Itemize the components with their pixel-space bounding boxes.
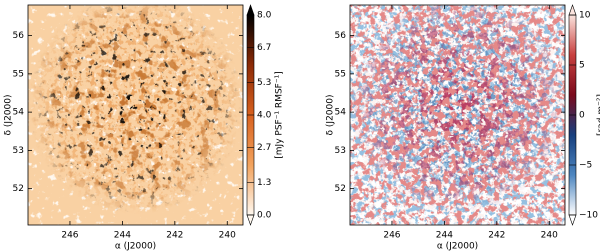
y-tick-label: 54 [335, 108, 347, 118]
colorbar-tick-label: 0.0 [257, 211, 272, 221]
x-tick-label: 246 [61, 231, 78, 241]
y-axis-label: δ (J2000) [326, 95, 336, 136]
y-tick-label: 53 [335, 146, 346, 156]
y-axis-label: δ (J2000) [4, 95, 14, 136]
colorbar-label: [mJy PSF⁻¹ RMSF⁻¹] [275, 71, 285, 158]
colorbar-tick-label: −10 [579, 211, 598, 221]
y-tick-label: 56 [13, 31, 25, 41]
image-map [350, 5, 565, 225]
image-layer [28, 5, 243, 225]
image-map [28, 5, 243, 225]
colorbar-tick-label: 5.3 [257, 78, 271, 88]
colorbar-label: [rad m⁻²] [597, 94, 600, 136]
y-tick-label: 52 [13, 184, 24, 194]
y-tick-label: 55 [13, 69, 24, 79]
colorbar-tick-label: 8.0 [257, 11, 272, 21]
image-layer [350, 5, 565, 225]
colorbar-tick-label: 4.0 [257, 111, 272, 121]
x-axis-label: α (J2000) [115, 242, 156, 252]
y-tick-label: 55 [335, 69, 346, 79]
x-tick-label: 246 [383, 231, 400, 241]
colorbar-tick-label: 5 [579, 61, 585, 71]
colorbar-top-arrow [246, 4, 255, 16]
colorbar-tick-label: 2.7 [257, 143, 271, 153]
colorbar-bottom-arrow [568, 214, 577, 226]
colorbar-tick-label: 6.7 [257, 43, 271, 53]
x-tick-label: 242 [488, 231, 505, 241]
y-tick-label: 53 [13, 146, 24, 156]
x-tick-label: 240 [541, 231, 558, 241]
colorbar-tick-label: 10 [579, 11, 591, 21]
x-tick-label: 244 [436, 231, 453, 241]
x-axis-label: α (J2000) [437, 242, 478, 252]
y-tick-label: 56 [335, 31, 347, 41]
plot-frame [349, 4, 566, 226]
x-tick-label: 244 [114, 231, 131, 241]
colorbar-tick-label: −5 [579, 161, 592, 171]
colorbar-top-arrow [568, 4, 577, 16]
x-tick-label: 242 [166, 231, 183, 241]
colorbar-bottom-arrow [246, 214, 255, 226]
colorbar-tick-label: 1.3 [257, 178, 271, 188]
plot-frame [27, 4, 244, 226]
y-tick-label: 52 [335, 184, 346, 194]
x-tick-label: 240 [219, 231, 236, 241]
y-tick-label: 54 [13, 108, 25, 118]
colorbar-tick-label: 0 [579, 111, 585, 121]
